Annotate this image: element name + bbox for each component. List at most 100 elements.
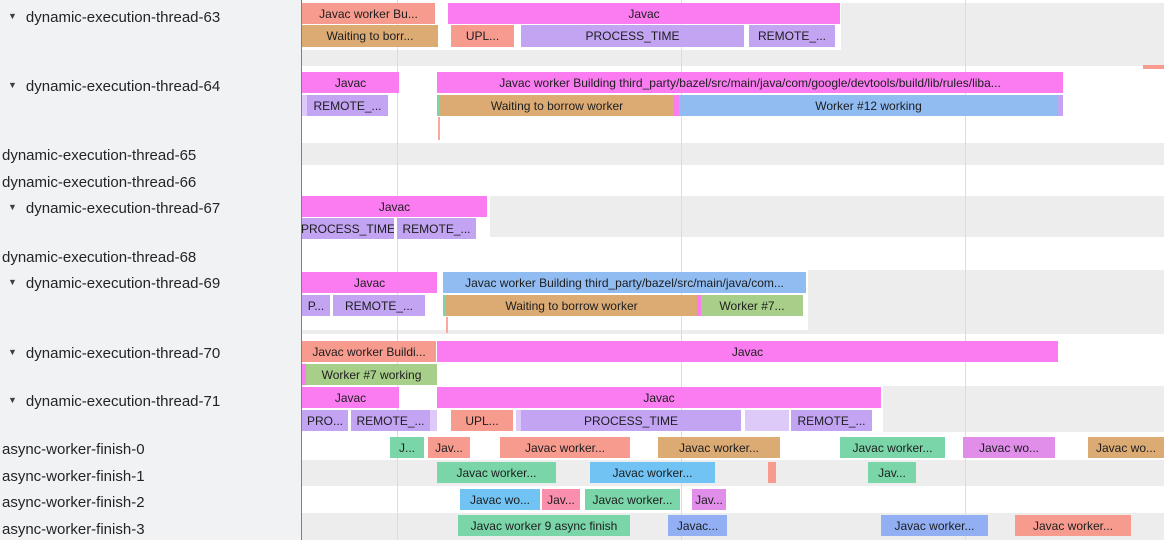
- trace-slice[interactable]: REMOTE_...: [351, 410, 430, 431]
- track-label-row[interactable]: async-worker-finish-0: [2, 440, 145, 458]
- track-label-row[interactable]: ▼ dynamic-execution-thread-67: [8, 199, 220, 217]
- trace-slice[interactable]: [430, 410, 437, 431]
- track-label: dynamic-execution-thread-70: [25, 344, 221, 362]
- trace-slice[interactable]: [674, 95, 679, 116]
- trace-slice[interactable]: Waiting to borrow worker: [440, 95, 674, 116]
- track-label: dynamic-execution-thread-68: [2, 248, 197, 266]
- trace-slice[interactable]: Worker #12 working: [679, 95, 1058, 116]
- trace-slice[interactable]: Javac: [302, 196, 487, 217]
- trace-slice[interactable]: REMOTE_...: [333, 295, 425, 316]
- trace-slice[interactable]: Javac: [302, 272, 437, 293]
- track-label-row[interactable]: ▼ dynamic-execution-thread-71: [8, 392, 220, 410]
- track-background-band: [302, 460, 1164, 486]
- trace-slice[interactable]: [437, 95, 440, 116]
- trace-slice[interactable]: Javac...: [668, 515, 727, 536]
- trace-slice[interactable]: Javac wo...: [460, 489, 540, 510]
- track-label-row[interactable]: ▼ dynamic-execution-thread-70: [8, 344, 220, 362]
- trace-slice[interactable]: Javac: [437, 387, 881, 408]
- track-label: dynamic-execution-thread-71: [25, 392, 221, 410]
- trace-slice[interactable]: Javac worker...: [590, 462, 715, 483]
- track-label: dynamic-execution-thread-63: [25, 8, 221, 26]
- track-label-row[interactable]: ▼ dynamic-execution-thread-64: [8, 77, 220, 95]
- track-label: async-worker-finish-0: [2, 440, 145, 458]
- expand-triangle-icon[interactable]: ▼: [8, 347, 17, 357]
- flow-event-tick: [438, 117, 440, 140]
- flow-event-tick: [446, 317, 448, 333]
- track-label: dynamic-execution-thread-65: [2, 146, 197, 164]
- trace-slice[interactable]: Javac: [437, 341, 1058, 362]
- trace-slice[interactable]: REMOTE_...: [307, 95, 388, 116]
- time-gridline: [397, 0, 398, 540]
- track-label-row[interactable]: async-worker-finish-2: [2, 493, 145, 511]
- track-label: dynamic-execution-thread-69: [25, 274, 221, 292]
- trace-slice[interactable]: PROCESS_TIME: [521, 410, 741, 431]
- expand-triangle-icon[interactable]: ▼: [8, 395, 17, 405]
- trace-slice[interactable]: Javac worker...: [585, 489, 680, 510]
- track-label-row[interactable]: ▼ dynamic-execution-thread-69: [8, 274, 220, 292]
- trace-slice[interactable]: Waiting to borrow worker: [446, 295, 697, 316]
- trace-slice[interactable]: [516, 410, 521, 431]
- trace-slice[interactable]: REMOTE_...: [749, 25, 835, 47]
- trace-slice[interactable]: Waiting to borr...: [302, 25, 438, 47]
- trace-slice[interactable]: UPL...: [451, 25, 514, 47]
- sidebar-divider: [301, 0, 302, 540]
- expand-triangle-icon[interactable]: ▼: [8, 11, 17, 21]
- track-label: async-worker-finish-3: [2, 520, 145, 538]
- trace-slice[interactable]: Javac: [302, 387, 399, 408]
- track-label-row[interactable]: dynamic-execution-thread-68: [2, 248, 196, 266]
- track-label-row[interactable]: dynamic-execution-thread-66: [2, 173, 196, 191]
- trace-slice[interactable]: J...: [390, 437, 424, 458]
- track-label: dynamic-execution-thread-64: [25, 77, 221, 95]
- trace-slice[interactable]: [1143, 65, 1164, 69]
- trace-slice[interactable]: [768, 462, 776, 483]
- expand-triangle-icon[interactable]: ▼: [8, 202, 17, 212]
- trace-slice[interactable]: Javac worker Buildi...: [302, 341, 436, 362]
- trace-slice[interactable]: Javac worker...: [437, 462, 556, 483]
- trace-slice[interactable]: PROCESS_TIME: [521, 25, 744, 47]
- trace-slice[interactable]: REMOTE_...: [791, 410, 872, 431]
- track-label-row[interactable]: dynamic-execution-thread-65: [2, 146, 196, 164]
- trace-slice[interactable]: Javac worker Building third_party/bazel/…: [443, 272, 806, 293]
- trace-slice[interactable]: Javac worker...: [1015, 515, 1131, 536]
- trace-slice[interactable]: Javac worker 9 async finish: [458, 515, 630, 536]
- trace-slice[interactable]: Javac: [448, 3, 840, 24]
- trace-slice[interactable]: Javac worker...: [840, 437, 945, 458]
- track-label-row[interactable]: ▼ dynamic-execution-thread-63: [8, 8, 220, 26]
- trace-slice[interactable]: UPL...: [451, 410, 513, 431]
- track-label: dynamic-execution-thread-66: [2, 173, 197, 191]
- trace-slice[interactable]: [697, 295, 701, 316]
- trace-slice[interactable]: Worker #7...: [701, 295, 803, 316]
- trace-slice[interactable]: Worker #7 working: [306, 364, 437, 385]
- trace-slice[interactable]: [745, 410, 789, 431]
- track-label: async-worker-finish-2: [2, 493, 145, 511]
- trace-slice[interactable]: Javac worker Bu...: [302, 3, 435, 24]
- trace-slice[interactable]: Jav...: [428, 437, 470, 458]
- trace-slice[interactable]: [443, 295, 446, 316]
- time-gridline: [965, 0, 966, 540]
- trace-slice[interactable]: Jav...: [692, 489, 726, 510]
- trace-slice[interactable]: Javac wo...: [963, 437, 1055, 458]
- trace-slice[interactable]: Javac: [302, 72, 399, 93]
- trace-slice[interactable]: [1058, 95, 1063, 116]
- trace-slice[interactable]: Javac worker Building third_party/bazel/…: [437, 72, 1063, 93]
- time-gridline: [681, 0, 682, 540]
- trace-slice[interactable]: Javac worker...: [881, 515, 988, 536]
- track-label-row[interactable]: async-worker-finish-1: [2, 467, 145, 485]
- trace-slice[interactable]: [302, 364, 306, 385]
- trace-slice[interactable]: PRO...: [302, 410, 348, 431]
- trace-slice[interactable]: Javac worker...: [500, 437, 630, 458]
- track-label: async-worker-finish-1: [2, 467, 145, 485]
- expand-triangle-icon[interactable]: ▼: [8, 277, 17, 287]
- trace-slice[interactable]: [302, 95, 307, 116]
- trace-slice[interactable]: Jav...: [868, 462, 916, 483]
- trace-slice[interactable]: Javac wo...: [1088, 437, 1164, 458]
- trace-slice[interactable]: Jav...: [542, 489, 580, 510]
- expand-triangle-icon[interactable]: ▼: [8, 80, 17, 90]
- trace-slice[interactable]: P...: [302, 295, 330, 316]
- trace-slice[interactable]: REMOTE_...: [397, 218, 476, 239]
- track-label-row[interactable]: async-worker-finish-3: [2, 520, 145, 538]
- trace-slice[interactable]: PROCESS_TIME: [302, 218, 394, 239]
- trace-slice[interactable]: Javac worker...: [658, 437, 780, 458]
